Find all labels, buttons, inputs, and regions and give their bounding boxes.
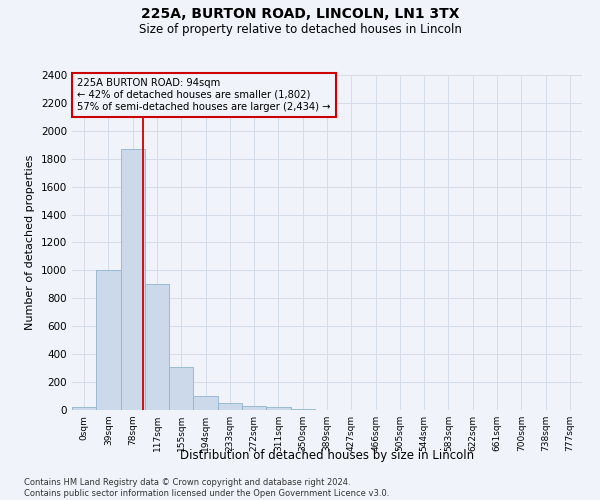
Bar xyxy=(121,149,145,410)
Text: Size of property relative to detached houses in Lincoln: Size of property relative to detached ho… xyxy=(139,22,461,36)
Bar xyxy=(169,368,193,410)
Bar xyxy=(266,407,290,410)
Bar xyxy=(145,284,169,410)
Text: 225A, BURTON ROAD, LINCOLN, LN1 3TX: 225A, BURTON ROAD, LINCOLN, LN1 3TX xyxy=(141,8,459,22)
Text: 225A BURTON ROAD: 94sqm
← 42% of detached houses are smaller (1,802)
57% of semi: 225A BURTON ROAD: 94sqm ← 42% of detache… xyxy=(77,78,331,112)
Bar xyxy=(242,406,266,410)
Text: Contains HM Land Registry data © Crown copyright and database right 2024.
Contai: Contains HM Land Registry data © Crown c… xyxy=(24,478,389,498)
Bar xyxy=(96,270,121,410)
Bar xyxy=(218,403,242,410)
Text: Distribution of detached houses by size in Lincoln: Distribution of detached houses by size … xyxy=(180,448,474,462)
Bar xyxy=(72,406,96,410)
Y-axis label: Number of detached properties: Number of detached properties xyxy=(25,155,35,330)
Bar xyxy=(193,396,218,410)
